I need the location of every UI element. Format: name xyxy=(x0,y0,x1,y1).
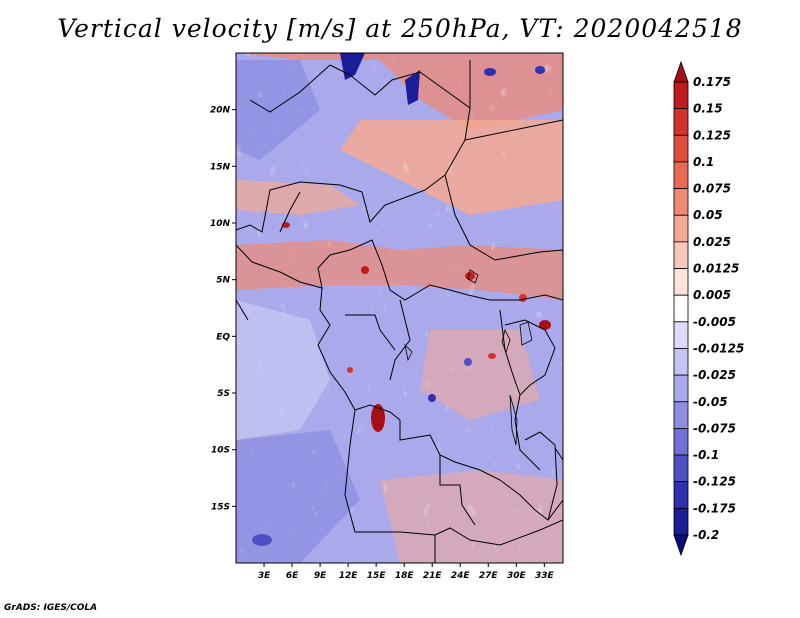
colorbar-label: 0.05 xyxy=(693,208,723,222)
country-borders xyxy=(236,60,563,563)
colorbar-segment xyxy=(673,374,689,403)
colorbar-label: -0.175 xyxy=(693,501,736,515)
colorbar-label: 0.125 xyxy=(693,128,731,142)
colorbar-label: 0.0125 xyxy=(693,262,739,276)
lakes xyxy=(404,269,533,446)
colorbar-segment xyxy=(673,241,689,269)
colorbar-segment xyxy=(673,507,689,536)
colorbar-segment xyxy=(673,161,689,189)
colorbar-label: 0.175 xyxy=(693,75,731,89)
colorbar: 0.175 0.15 0.125 0.1 0.075 0.05 0.025 0.0125 0.0… xyxy=(673,60,744,557)
credit-text: GrADS: IGES/COLA xyxy=(4,603,98,613)
colorbar-segment xyxy=(673,268,689,296)
lat-label: 5S xyxy=(217,389,230,399)
lon-label: 12E xyxy=(339,571,359,581)
latitude-axis: 20N 15N 10N 5N EQ 5S 10S 15S xyxy=(210,106,236,512)
velocity-field xyxy=(236,53,563,563)
lon-label: 30E xyxy=(507,571,527,581)
lat-label: EQ xyxy=(216,332,230,342)
lon-label: 27E xyxy=(479,571,499,581)
lat-label: 15S xyxy=(211,502,230,512)
lat-label: 10S xyxy=(211,446,230,456)
colorbar-segment xyxy=(673,534,689,557)
colorbar-label: 0.025 xyxy=(693,235,731,249)
colorbar-segment xyxy=(673,81,689,110)
map-title: Vertical velocity [m/s] at 250hPa, VT: 2… xyxy=(57,14,743,43)
lon-label: 6E xyxy=(286,571,299,581)
lon-label: 21E xyxy=(423,571,443,581)
colorbar-segment xyxy=(673,321,689,349)
colorbar-label: 0.075 xyxy=(693,182,731,196)
colorbar-label: -0.075 xyxy=(693,421,736,435)
colorbar-label: -0.2 xyxy=(693,528,719,542)
colorbar-segment xyxy=(673,454,689,483)
longitude-axis: 3E 6E 9E 12E 15E 18E 21E 24E 27E 30E 33E xyxy=(258,563,555,581)
colorbar-label: -0.1 xyxy=(693,448,719,462)
lat-label: 20N xyxy=(210,106,231,116)
lon-label: 15E xyxy=(367,571,387,581)
lat-label: 15N xyxy=(210,162,231,172)
colorbar-segment xyxy=(673,108,689,136)
colorbar-segment xyxy=(673,401,689,429)
lat-label: 5N xyxy=(216,276,230,286)
lon-label: 18E xyxy=(395,571,415,581)
strong-downdraft-cores xyxy=(252,53,545,546)
colorbar-label: -0.025 xyxy=(693,368,736,382)
map-frame xyxy=(235,52,564,564)
lon-label: 3E xyxy=(258,571,271,581)
lon-label: 33E xyxy=(535,571,555,581)
colorbar-segment xyxy=(673,481,689,509)
colorbar-label: -0.125 xyxy=(693,475,736,489)
colorbar-label: -0.05 xyxy=(693,395,728,409)
colorbar-segment xyxy=(673,294,689,323)
colorbar-segment xyxy=(673,428,689,456)
colorbar-label: -0.005 xyxy=(693,315,736,329)
colorbar-label: 0.005 xyxy=(693,288,731,302)
colorbar-segment xyxy=(673,134,689,163)
colorbar-label: 0.1 xyxy=(693,155,714,169)
colorbar-segment xyxy=(673,60,689,83)
colorbar-segment xyxy=(673,214,689,243)
colorbar-label: -0.0125 xyxy=(693,341,744,355)
colorbar-segment xyxy=(673,348,689,376)
lon-label: 9E xyxy=(314,571,327,581)
lon-label: 24E xyxy=(451,571,471,581)
lat-label: 10N xyxy=(210,219,231,229)
colorbar-segment xyxy=(673,188,689,216)
colorbar-label: 0.15 xyxy=(693,102,723,116)
